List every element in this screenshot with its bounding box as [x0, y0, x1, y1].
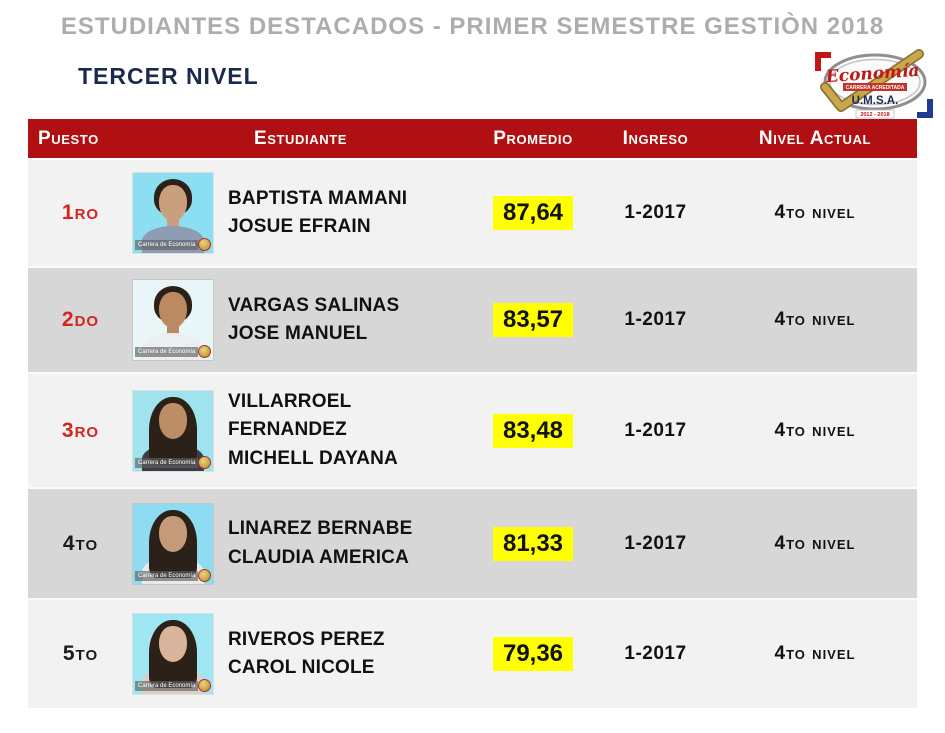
student-photo: Carrera de Economía — [133, 614, 213, 694]
table-row: 1ro Carrera de Economía BAPTISTA MAMANI … — [28, 158, 917, 266]
rank: 2do — [61, 308, 100, 331]
subheader: TERCER NIVEL CARRERA ACREDITADA Economía… — [78, 49, 935, 119]
photo-face — [159, 185, 187, 221]
promedio-value: 79,36 — [492, 637, 574, 671]
level-title: TERCER NIVEL — [78, 63, 259, 89]
nivel-actual-value: 4to nivel — [774, 202, 856, 223]
table-row: 3ro Carrera de Economía VILLARROEL FERNA… — [28, 372, 917, 487]
student-name: VARGAS SALINAS JOSE MANUEL — [228, 294, 400, 345]
column-header-promedio: Promedio — [493, 127, 573, 149]
photo-stamp-icon — [198, 238, 211, 251]
column-header-estudiante: Estudiante — [253, 127, 348, 149]
student-photo: Carrera de Economía — [133, 503, 213, 584]
promedio-cell: 79,36 — [468, 637, 598, 671]
promedio-value: 83,57 — [492, 303, 574, 337]
photo-caption: Carrera de Economía — [135, 347, 199, 357]
nivel-actual-value: 4to nivel — [774, 419, 856, 441]
logo-banner-text: CARRERA ACREDITADA — [846, 85, 905, 91]
student-photo: Carrera de Economía — [133, 173, 213, 253]
table-row: 2do Carrera de Economía VARGAS SALINAS J… — [28, 266, 917, 372]
ingreso-value: 1-2017 — [624, 643, 687, 664]
table-row: 4to Carrera de Economía LINAREZ BERNABE … — [28, 487, 917, 598]
photo-caption: Carrera de Economía — [135, 570, 199, 581]
student-name: RIVEROS PEREZ CAROL NICOLE — [228, 628, 385, 679]
blue-corner-bracket — [917, 99, 933, 118]
photo-cell: Carrera de Economía — [133, 173, 228, 253]
promedio-cell: 81,33 — [468, 526, 598, 561]
ingreso-value: 1-2017 — [624, 419, 687, 441]
photo-stamp-icon — [198, 455, 211, 469]
photo-face — [159, 402, 187, 439]
photo-face — [159, 626, 187, 662]
photo-stamp-icon — [198, 345, 211, 358]
column-header-puesto: Puesto — [38, 127, 99, 149]
student-photo: Carrera de Economía — [133, 280, 213, 360]
rank: 5to — [62, 642, 99, 665]
ingreso-value: 1-2017 — [624, 309, 687, 330]
slide: ESTUDIANTES DESTACADOS - PRIMER SEMESTRE… — [0, 13, 945, 708]
students-table: Puesto Estudiante Promedio Ingreso Nivel… — [28, 119, 917, 708]
logo-institution-text: U.M.S.A. — [852, 95, 899, 107]
student-name: VILLARROEL FERNANDEZ MICHELL DAYANA — [228, 390, 398, 469]
column-header-ingreso: Ingreso — [622, 127, 689, 149]
photo-face — [159, 292, 187, 328]
photo-cell: Carrera de Economía — [133, 390, 228, 471]
rank: 1ro — [61, 201, 100, 224]
promedio-value: 83,48 — [492, 413, 574, 448]
nivel-actual-value: 4to nivel — [774, 532, 856, 554]
table-body: 1ro Carrera de Economía BAPTISTA MAMANI … — [28, 158, 917, 708]
rank: 4to — [62, 531, 99, 555]
page-title: ESTUDIANTES DESTACADOS - PRIMER SEMESTRE… — [60, 13, 885, 40]
logo-years-text: 2012 - 2018 — [860, 112, 889, 118]
student-name: BAPTISTA MAMANI JOSUE EFRAIN — [228, 187, 408, 238]
promedio-value: 81,33 — [492, 526, 574, 561]
promedio-cell: 83,57 — [468, 303, 598, 337]
ingreso-value: 1-2017 — [624, 202, 687, 223]
nivel-actual-value: 4to nivel — [774, 643, 856, 664]
promedio-cell: 83,48 — [468, 413, 598, 448]
promedio-cell: 87,64 — [468, 196, 598, 230]
photo-cell: Carrera de Economía — [133, 280, 228, 360]
photo-caption: Carrera de Economía — [135, 681, 199, 691]
photo-face — [159, 515, 187, 552]
nivel-actual-value: 4to nivel — [774, 309, 856, 330]
table-row: 5to Carrera de Economía RIVEROS PEREZ CA… — [28, 598, 917, 708]
promedio-value: 87,64 — [492, 196, 574, 230]
photo-caption: Carrera de Economía — [135, 457, 199, 468]
red-corner-bracket — [815, 52, 831, 71]
photo-stamp-icon — [198, 568, 211, 582]
logo-banner — [843, 83, 907, 91]
student-name: LINAREZ BERNABE CLAUDIA AMERICA — [228, 518, 413, 568]
photo-cell: Carrera de Economía — [133, 503, 228, 584]
rank: 3ro — [61, 418, 100, 442]
table-header-row: Puesto Estudiante Promedio Ingreso Nivel… — [28, 119, 917, 158]
photo-cell: Carrera de Economía — [133, 614, 228, 694]
logo-graphic: CARRERA ACREDITADA Economía U.M.S.A. 201… — [815, 49, 933, 119]
student-photo: Carrera de Economía — [133, 390, 213, 471]
photo-caption: Carrera de Economía — [135, 240, 199, 250]
economia-umsa-logo: CARRERA ACREDITADA Economía U.M.S.A. 201… — [813, 49, 935, 121]
photo-stamp-icon — [198, 679, 211, 692]
column-header-nivel-actual: Nivel Actual — [758, 127, 872, 149]
ingreso-value: 1-2017 — [624, 532, 687, 554]
